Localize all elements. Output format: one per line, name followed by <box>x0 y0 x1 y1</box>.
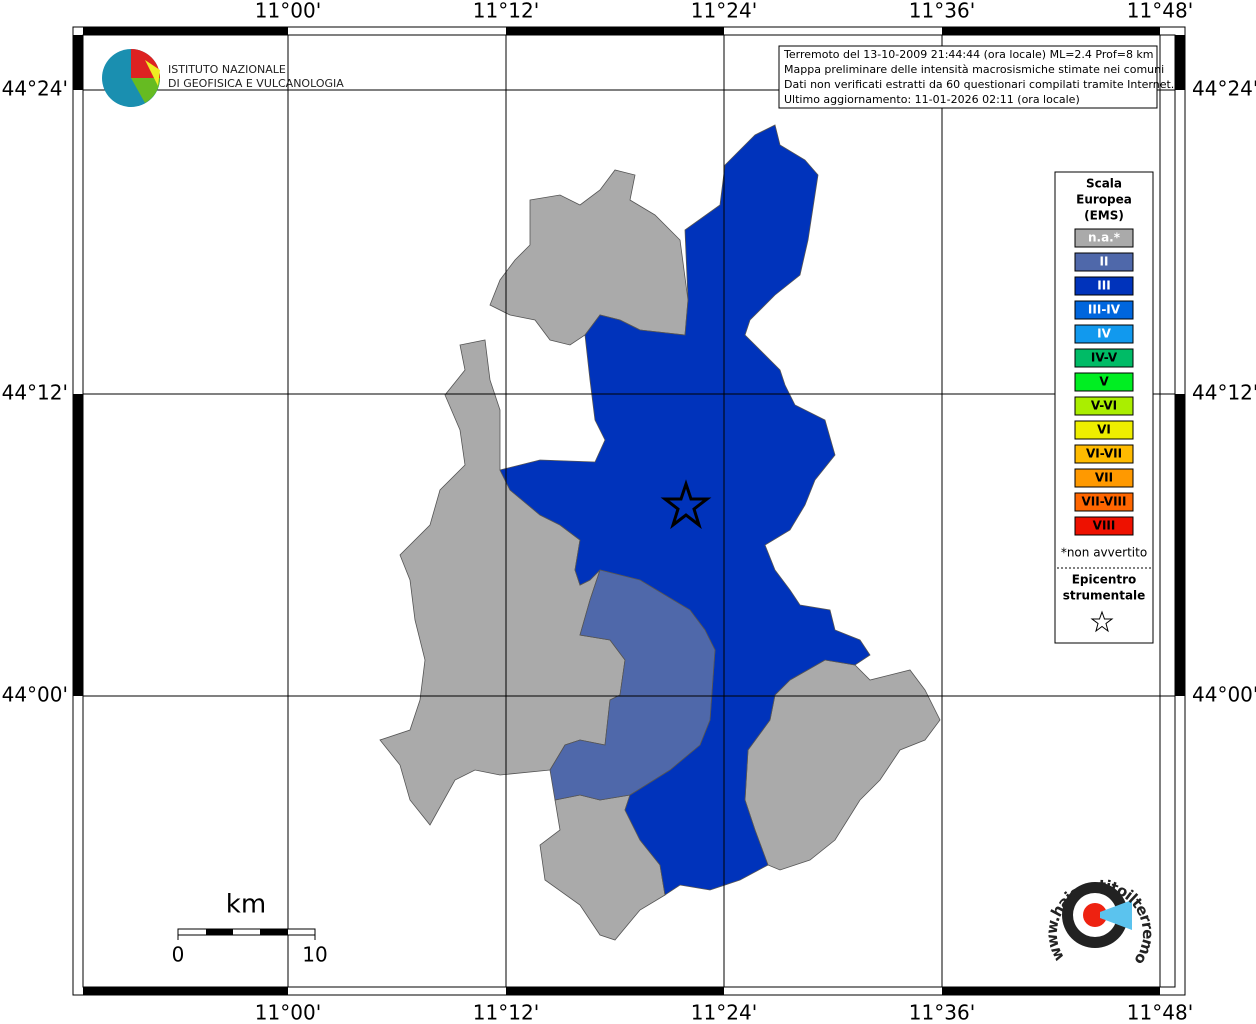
frame-bar <box>83 987 288 995</box>
legend-label: VIII <box>1093 519 1116 533</box>
frame-bar <box>506 987 724 995</box>
logo-text: DI GEOFISICA E VULCANOLOGIA <box>168 77 344 90</box>
legend-label: VII-VIII <box>1081 495 1126 509</box>
region <box>549 569 716 801</box>
legend-label: VI <box>1097 423 1111 437</box>
frame-bar <box>73 394 83 696</box>
lon-label: 11°48' <box>1127 0 1193 23</box>
frame-bar <box>73 35 83 90</box>
info-line: Dati non verificati estratti da 60 quest… <box>784 78 1174 91</box>
legend-swatch <box>1074 276 1134 296</box>
legend-label: VI-VII <box>1086 447 1122 461</box>
legend-label: II <box>1100 255 1109 269</box>
lat-label: 44°00' <box>1192 683 1256 707</box>
legend-title: (EMS) <box>1084 209 1124 223</box>
frame <box>72 26 1186 996</box>
graticule <box>83 35 1175 987</box>
legend-swatch <box>1074 468 1134 488</box>
ingv-logo: ISTITUTO NAZIONALE DI GEOFISICA E VULCAN… <box>102 49 344 107</box>
lat-label: 44°00' <box>2 683 68 707</box>
scale-segment <box>206 929 233 935</box>
legend-swatch <box>1074 252 1134 272</box>
lon-label: 11°00' <box>255 0 321 23</box>
brand-core <box>1083 903 1107 927</box>
legend-label: V-VI <box>1091 399 1117 413</box>
legend-title: Europea <box>1076 193 1132 207</box>
lon-label: 11°36' <box>909 0 975 23</box>
legend-label: IV-V <box>1091 351 1118 365</box>
info-box <box>778 45 1158 109</box>
lon-label: 11°36' <box>909 1001 975 1024</box>
legend-swatch <box>1074 444 1134 464</box>
lat-label: 44°12' <box>1192 381 1256 405</box>
lon-label: 11°00' <box>255 1001 321 1024</box>
legend-swatch <box>1074 300 1134 320</box>
lon-label: 11°12' <box>473 1001 539 1024</box>
scale-label: 10 <box>302 943 327 967</box>
legend-swatch <box>1074 324 1134 344</box>
lon-label: 11°48' <box>1127 1001 1193 1024</box>
legend-label: n.a.* <box>1088 231 1121 245</box>
legend-swatch <box>1074 228 1134 248</box>
legend: ScalaEuropea(EMS)n.a.*IIIIIIII-IVIVIV-VV… <box>1057 177 1151 633</box>
legend-label: III <box>1097 279 1110 293</box>
legend-epicenter: strumentale <box>1063 589 1146 603</box>
legend-label: V <box>1099 375 1109 389</box>
lon-label: 11°24' <box>691 0 757 23</box>
scale-frame <box>177 928 316 936</box>
brand-beam <box>1100 900 1132 930</box>
scale-label: 0 <box>172 943 185 967</box>
legend-swatch <box>1074 372 1134 392</box>
scale-bar: km 0 10 <box>172 890 328 967</box>
info-line: Ultimo aggiornamento: 11-01-2026 02:11 (… <box>784 93 1080 106</box>
legend-title: Scala <box>1086 177 1122 191</box>
frame-bar <box>1175 394 1185 696</box>
scale-segment <box>260 929 288 935</box>
frame-bar <box>506 27 724 35</box>
legend-swatch <box>1074 396 1134 416</box>
epicenter-star <box>660 479 712 530</box>
logo-segment <box>131 78 160 103</box>
scale-unit: km <box>226 890 266 920</box>
legend-swatch <box>1074 348 1134 368</box>
frame-bar <box>83 27 288 35</box>
lon-label: 11°12' <box>473 0 539 23</box>
legend-label: IV <box>1097 327 1111 341</box>
legend-label: VII <box>1095 471 1113 485</box>
lat-label: 44°24' <box>2 77 68 101</box>
frame-bar <box>942 27 1160 35</box>
info-line: Terremoto del 13-10-2009 21:44:44 (ora l… <box>783 48 1154 61</box>
legend-label: III-IV <box>1088 303 1121 317</box>
lat-label: 44°24' <box>1192 77 1256 101</box>
logo-segment <box>145 60 160 86</box>
legend-swatch <box>1074 492 1134 512</box>
frame-bar <box>942 987 1160 995</box>
legend-epicenter: Epicentro <box>1072 573 1137 587</box>
info-lines: Terremoto del 13-10-2009 21:44:44 (ora l… <box>783 48 1174 106</box>
legend-swatch <box>1074 420 1134 440</box>
regions <box>379 124 941 941</box>
legend-star <box>1090 610 1114 633</box>
lon-label: 11°24' <box>691 1001 757 1024</box>
legend-swatch <box>1074 516 1134 536</box>
legend-note: *non avvertito <box>1061 546 1147 560</box>
frame-bar <box>1175 35 1185 90</box>
lat-label: 44°12' <box>2 381 68 405</box>
logo-text: ISTITUTO NAZIONALE <box>168 63 286 76</box>
info-line: Mappa preliminare delle intensità macros… <box>784 63 1164 76</box>
